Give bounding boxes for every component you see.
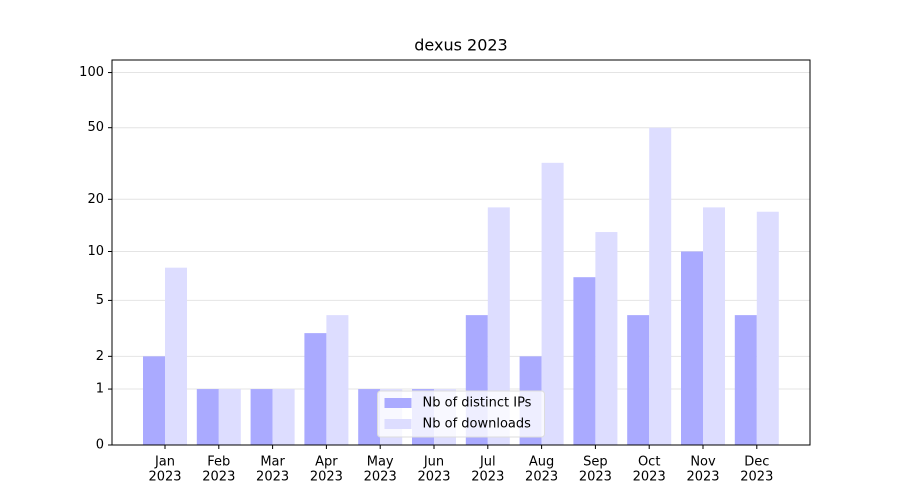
x-tick-label: 2023 — [525, 470, 558, 485]
x-tick-label: 2023 — [148, 470, 181, 485]
bar — [681, 251, 703, 445]
bar — [595, 232, 618, 445]
bar — [218, 389, 241, 445]
x-tick-label: 2023 — [202, 470, 235, 485]
x-tick-label: Jul — [479, 455, 496, 470]
x-tick-label: Jun — [423, 455, 444, 470]
x-tick-label: Aug — [529, 455, 554, 470]
legend: Nb of distinct IPs Nb of downloads — [377, 390, 545, 438]
y-tick-label: 0 — [96, 438, 104, 453]
x-tick-label: 2023 — [579, 470, 612, 485]
bar — [272, 389, 295, 445]
bar — [304, 333, 327, 445]
x-tick-label: Sep — [583, 455, 608, 470]
x-tick-label: Mar — [260, 455, 285, 470]
y-tick-label: 100 — [79, 65, 104, 80]
y-tick-label: 20 — [87, 192, 104, 207]
bar — [196, 389, 219, 445]
x-tick-label: 2023 — [256, 470, 289, 485]
bar — [573, 277, 596, 445]
bar — [734, 315, 757, 445]
legend-label: Nb of distinct IPs — [423, 396, 532, 411]
x-tick-label: Jan — [154, 455, 175, 470]
y-tick-label: 10 — [87, 244, 104, 259]
legend-label: Nb of downloads — [423, 417, 532, 432]
x-tick-label: 2023 — [740, 470, 773, 485]
x-tick-label: 2023 — [686, 470, 719, 485]
bar — [326, 315, 349, 445]
bar — [703, 207, 725, 445]
bar — [143, 356, 165, 445]
x-tick-label: Oct — [638, 455, 660, 470]
legend-swatch — [384, 419, 412, 429]
x-tick-label: Dec — [744, 455, 769, 470]
plot-frame — [111, 59, 811, 446]
y-tick-label: 5 — [96, 293, 104, 308]
bar — [165, 267, 187, 445]
x-tick-label: 2023 — [633, 470, 666, 485]
x-tick-label: 2023 — [364, 470, 397, 485]
legend-box — [377, 390, 545, 438]
bar — [487, 207, 510, 445]
x-tick-label: 2023 — [310, 470, 343, 485]
x-tick-label: 2023 — [471, 470, 504, 485]
chart-title: dexus 2023 — [414, 36, 507, 55]
bar — [541, 162, 564, 445]
x-tick-label: Nov — [690, 455, 716, 470]
x-tick-label: Feb — [207, 455, 230, 470]
x-tick-label: 2023 — [417, 470, 450, 485]
bar — [358, 389, 381, 445]
bar — [649, 127, 672, 445]
y-tick-label: 50 — [87, 120, 104, 135]
bar — [756, 211, 779, 445]
bar — [250, 389, 273, 445]
y-tick-label: 2 — [96, 349, 104, 364]
legend-swatch — [384, 398, 412, 408]
x-tick-label: May — [367, 455, 394, 470]
bar — [627, 315, 650, 445]
y-tick-label: 1 — [96, 382, 104, 397]
x-tick-label: Apr — [315, 455, 338, 470]
